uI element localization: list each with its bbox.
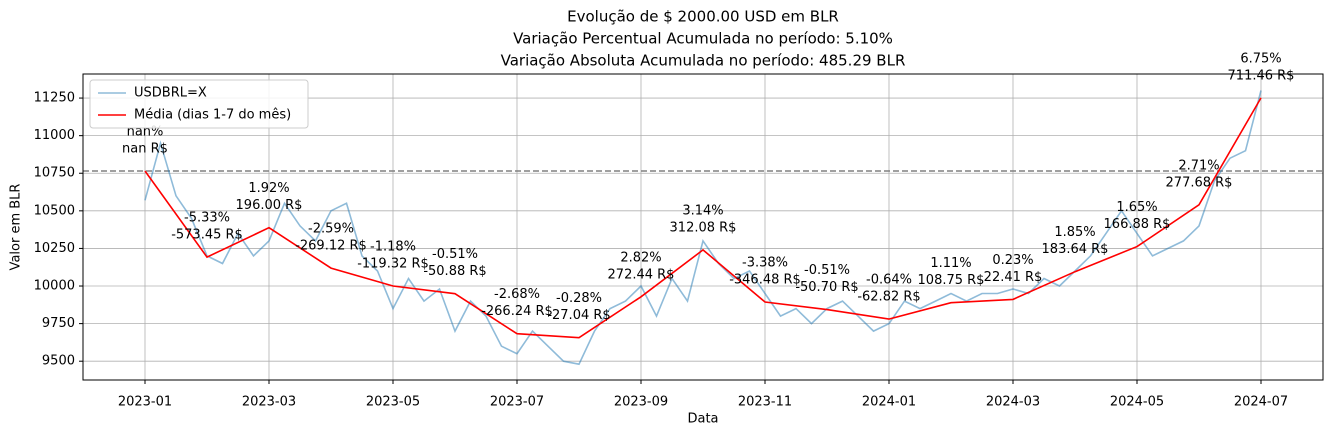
annotation-pct: -1.18% [370, 240, 416, 255]
y-tick-label: 11250 [34, 91, 75, 106]
annotation-pct: -3.38% [742, 255, 788, 270]
x-tick-label: 2024-07 [1234, 395, 1288, 410]
annotation-abs: -50.70 R$ [795, 280, 858, 295]
y-tick-label: 10750 [34, 166, 75, 181]
annotation-pct: 1.92% [248, 181, 289, 196]
annotation-abs: nan R$ [122, 141, 168, 156]
y-tick-label: 9500 [42, 354, 75, 369]
annotation-abs: -62.82 R$ [857, 290, 920, 305]
legend-label: Média (dias 1-7 do mês) [134, 108, 291, 123]
annotation-abs: 108.75 R$ [918, 273, 985, 288]
annotation-pct: 1.85% [1054, 225, 1095, 240]
annotation-abs: 183.64 R$ [1042, 242, 1109, 257]
annotation-pct: -5.33% [184, 211, 230, 226]
annotation-pct: -0.51% [432, 247, 478, 262]
annotation-abs: -266.24 R$ [481, 304, 553, 319]
annotation-pct: 3.14% [682, 203, 723, 218]
x-tick-label: 2023-03 [242, 395, 296, 410]
annotation-abs: -50.88 R$ [423, 264, 486, 279]
x-axis-label: Data [687, 412, 718, 427]
plot-frame [82, 73, 1324, 381]
annotation-pct: -0.64% [866, 273, 912, 288]
annotation-pct: 1.11% [930, 256, 971, 271]
chart-subtitle: Variação Percentual Acumulada no período… [513, 30, 893, 48]
x-tick-label: 2023-11 [738, 395, 792, 410]
annotation-abs: 22.41 R$ [984, 270, 1043, 285]
chart-subtitle: Variação Absoluta Acumulada no período: … [501, 52, 906, 70]
annotation-pct: -0.28% [556, 291, 602, 306]
annotation-abs: 711.46 R$ [1228, 68, 1295, 83]
x-tick-label: 2023-09 [614, 395, 668, 410]
annotation-pct: -2.68% [494, 287, 540, 302]
annotation-abs: -573.45 R$ [171, 228, 243, 243]
x-tick-label: 2024-05 [1110, 395, 1164, 410]
annotation-abs: -269.12 R$ [295, 239, 367, 254]
annotation-pct: 0.23% [992, 253, 1033, 268]
annotation-pct: 2.71% [1178, 158, 1219, 173]
y-tick-label: 10500 [34, 203, 75, 218]
x-tick-label: 2024-03 [986, 395, 1040, 410]
legend-label: USDBRL=X [134, 86, 207, 101]
annotation-pct: 2.82% [620, 250, 661, 265]
x-tick-label: 2023-05 [366, 395, 420, 410]
annotation-abs: -346.48 R$ [729, 272, 801, 287]
annotation-pct: -0.51% [804, 263, 850, 278]
legend-box [89, 79, 309, 129]
grid [83, 74, 1323, 380]
annotation-abs: 272.44 R$ [608, 267, 675, 282]
x-tick-label: 2023-01 [118, 395, 172, 410]
annotation-pct: 1.65% [1116, 200, 1157, 215]
average-line [144, 97, 1262, 339]
annotation-abs: 312.08 R$ [670, 220, 737, 235]
y-tick-label: 9750 [42, 316, 75, 331]
annotation-abs: 166.88 R$ [1104, 217, 1171, 232]
annotation-abs: 196.00 R$ [236, 198, 303, 213]
x-tick-label: 2023-07 [490, 395, 544, 410]
annotation-pct: 6.75% [1240, 51, 1281, 66]
x-tick-label: 2024-01 [862, 395, 916, 410]
annotation-abs: -119.32 R$ [357, 257, 429, 272]
annotation-pct: -2.59% [308, 222, 354, 237]
annotation-abs: -27.04 R$ [547, 308, 610, 323]
chart-title: Evolução de $ 2000.00 USD em BLR [567, 8, 839, 26]
y-tick-label: 10250 [34, 241, 75, 256]
y-tick-label: 10000 [34, 279, 75, 294]
annotation-abs: 277.68 R$ [1166, 175, 1233, 190]
y-tick-label: 11000 [34, 128, 75, 143]
y-axis-label: Valor em BLR [9, 184, 24, 271]
